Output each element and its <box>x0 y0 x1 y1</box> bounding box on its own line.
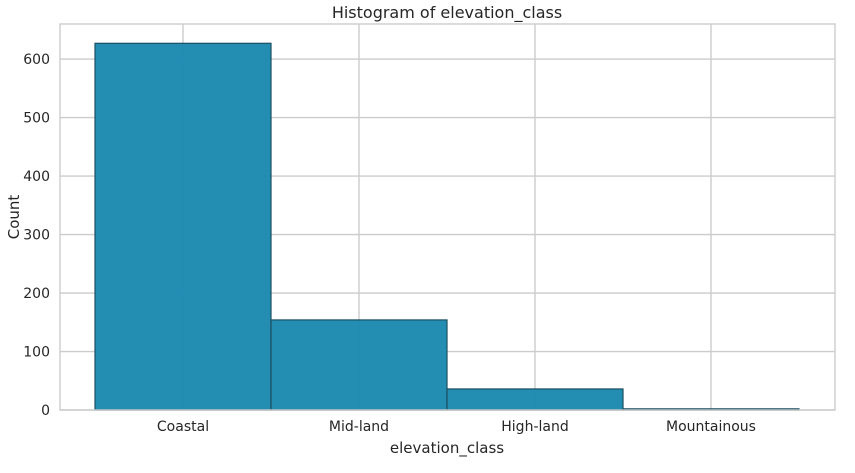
x-tick-label: Coastal <box>157 419 209 435</box>
y-tick-label: 0 <box>41 403 50 419</box>
bar-coastal <box>94 42 272 411</box>
chart-title: Histogram of elevation_class <box>332 3 562 23</box>
bar-high-land <box>446 388 624 411</box>
y-tick-label: 200 <box>23 286 50 302</box>
y-tick-label: 100 <box>23 345 50 361</box>
bars <box>94 42 800 411</box>
y-tick-label: 600 <box>23 52 50 68</box>
x-axis-label: elevation_class <box>390 439 504 458</box>
x-tick-label: Mountainous <box>666 419 756 435</box>
plot-frame <box>59 23 836 411</box>
y-tick-label: 300 <box>23 228 50 244</box>
x-tick-label: Mid-land <box>329 419 389 435</box>
y-tick-label: 500 <box>23 111 50 127</box>
x-tick-label: High-land <box>501 419 568 435</box>
y-axis-label: Count <box>5 195 23 240</box>
bar-mid-land <box>270 319 448 411</box>
tick-labels: 0 100 200 300 400 500 600 Coastal Mid-land High-l… <box>23 52 756 435</box>
y-tick-label: 400 <box>23 169 50 185</box>
